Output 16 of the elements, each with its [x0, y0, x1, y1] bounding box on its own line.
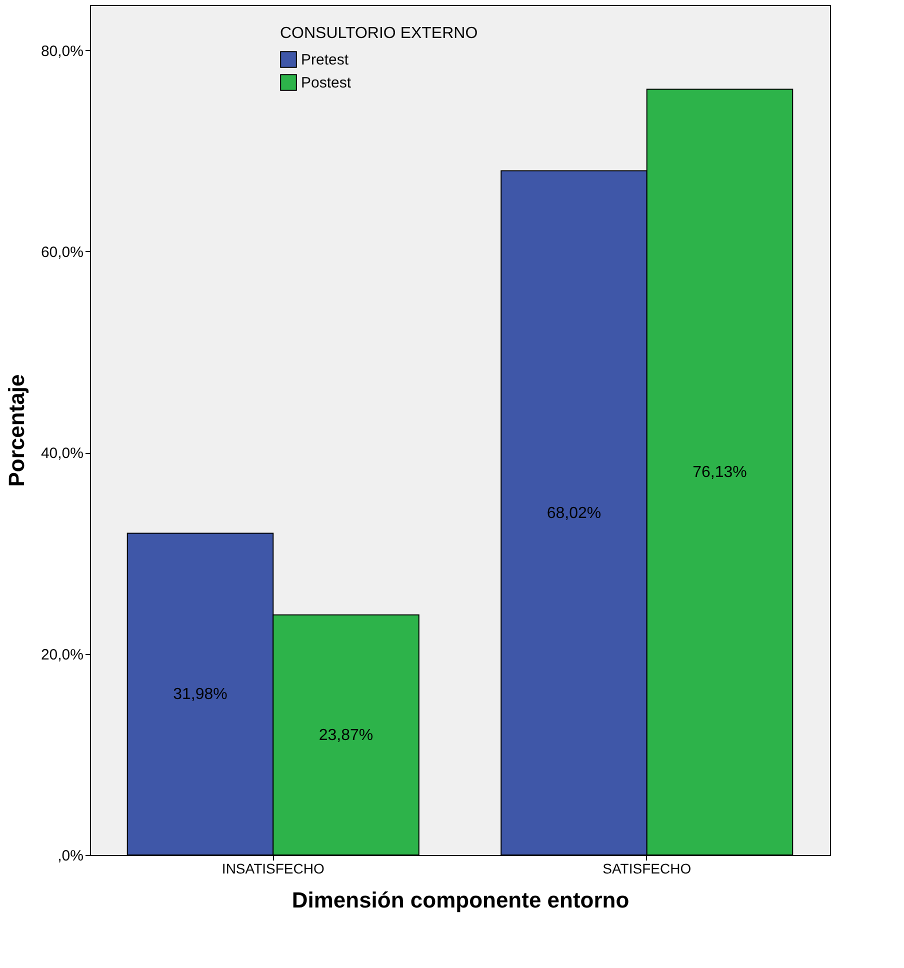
- y-axis-title: Porcentaje: [4, 374, 29, 487]
- y-tick-label: 60,0%: [40, 244, 84, 261]
- data-label: 23,87%: [318, 726, 374, 744]
- y-tick-label: 20,0%: [40, 646, 84, 664]
- data-label: 76,13%: [692, 464, 747, 482]
- legend-title: CONSULTORIO EXTERNO: [280, 25, 478, 42]
- data-label: 68,02%: [546, 504, 602, 522]
- legend-label: Pretest: [301, 52, 350, 68]
- x-axis-title: Dimensión componente entorno: [292, 888, 630, 912]
- y-tick-label: ,0%: [58, 848, 84, 864]
- x-tick-label: SATISFECHO: [602, 860, 692, 876]
- x-tick-label: INSATISFECHO: [222, 860, 324, 876]
- y-tick-label: 40,0%: [40, 445, 84, 462]
- y-tick-label: 80,0%: [40, 42, 84, 60]
- data-label: 31,98%: [173, 686, 228, 704]
- legend-label: Postest: [301, 74, 352, 92]
